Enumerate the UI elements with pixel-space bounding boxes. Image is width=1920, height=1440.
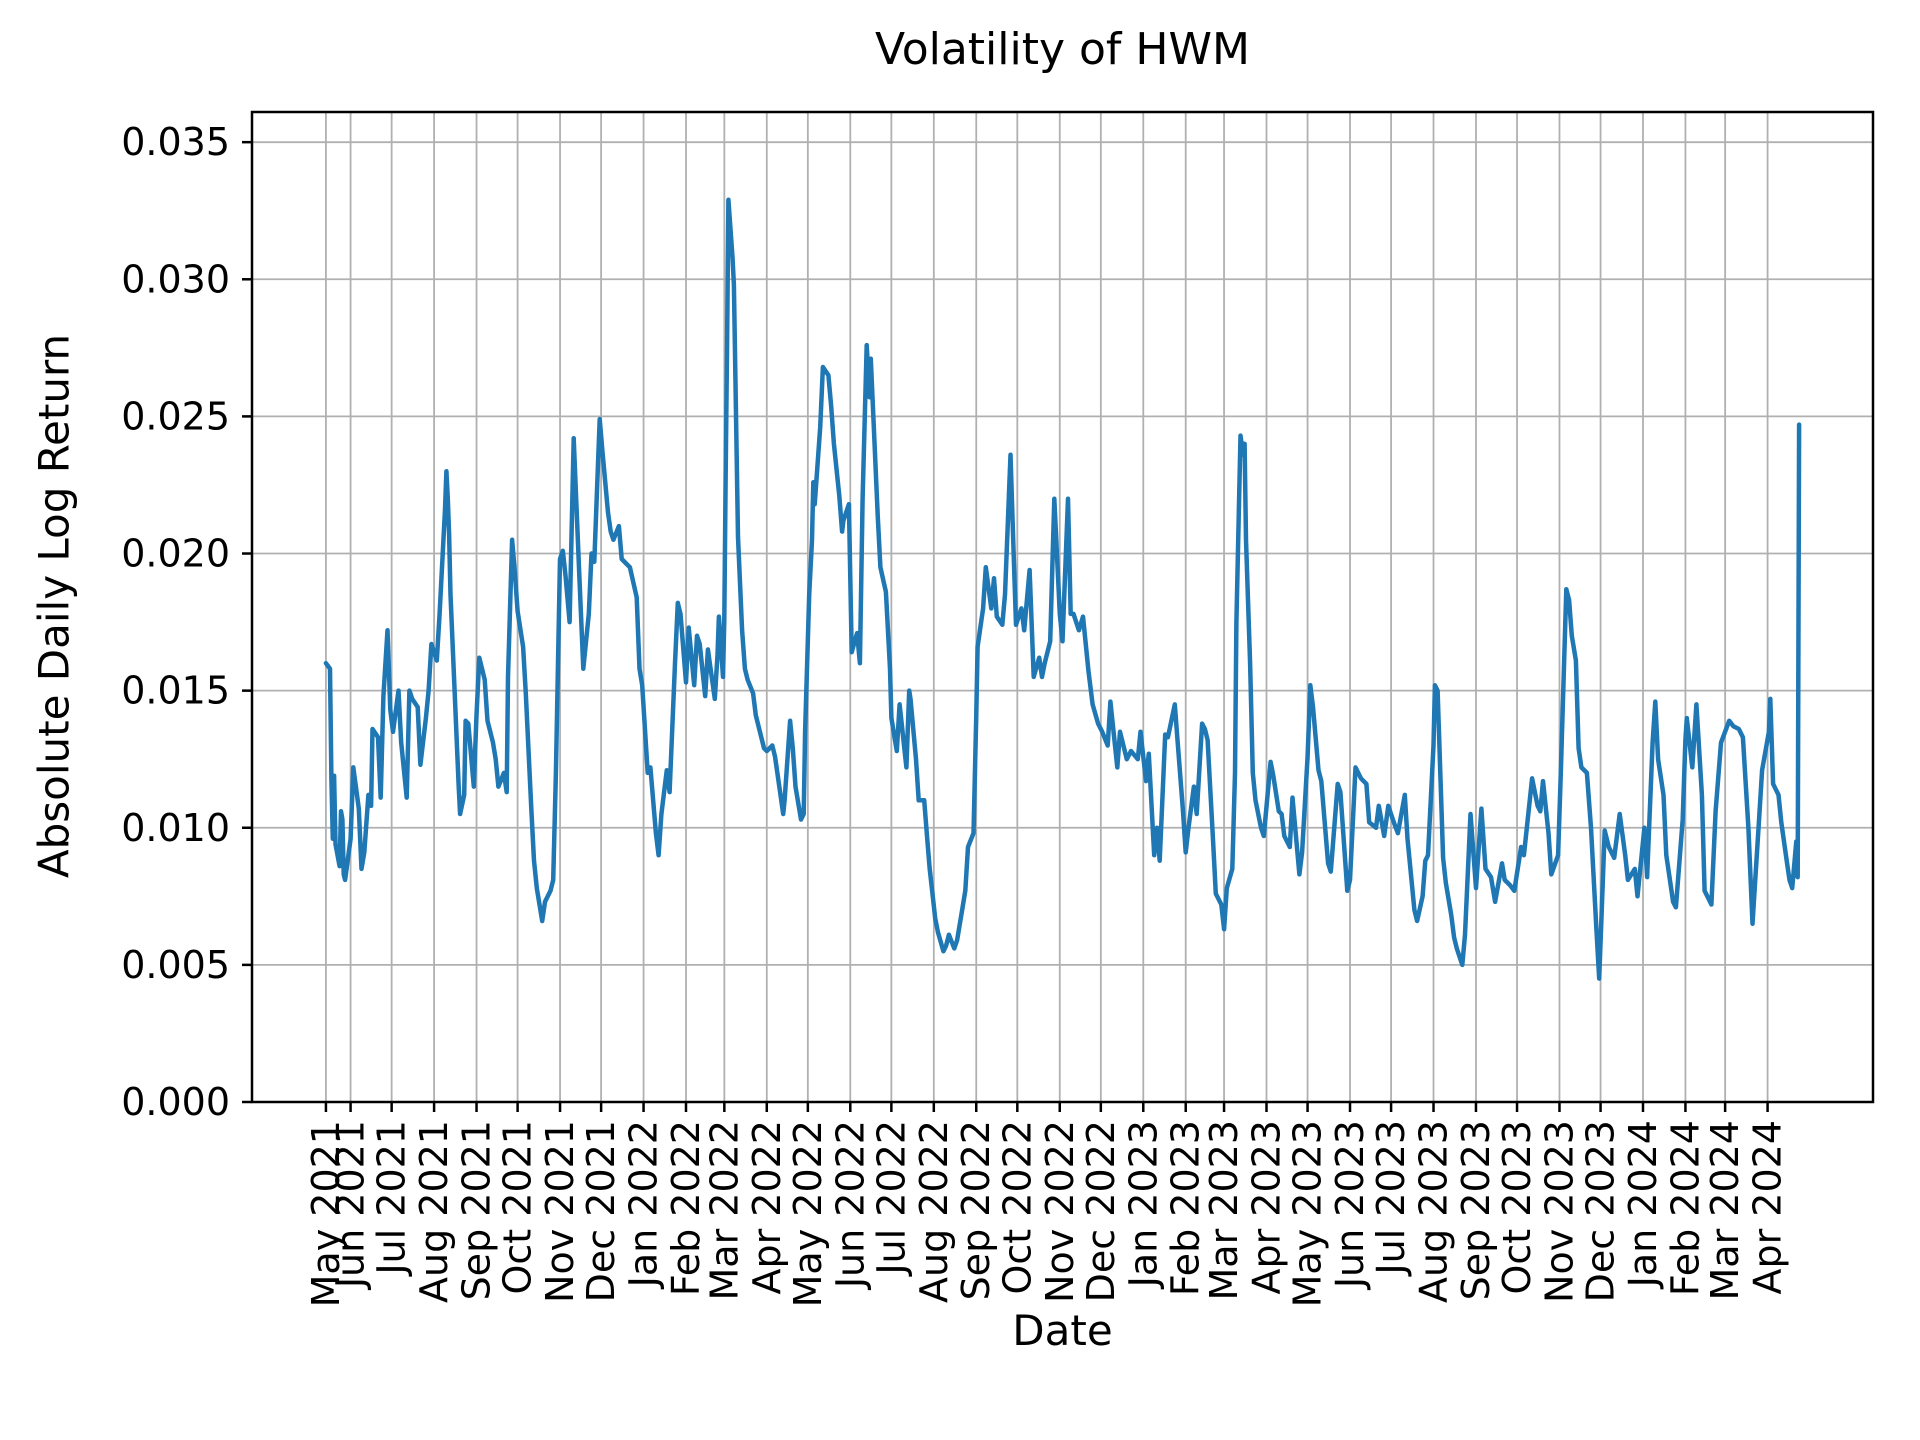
x-tick-label: Jan 2024: [1621, 1120, 1665, 1289]
y-tick-label: 0.000: [121, 1080, 230, 1124]
x-tick-label: Jul 2021: [370, 1120, 414, 1277]
x-tick-label: Mar 2023: [1202, 1120, 1246, 1300]
y-axis-label: Absolute Daily Log Return: [29, 333, 79, 879]
y-tick-label: 0.015: [121, 669, 230, 713]
x-tick-label: Apr 2022: [745, 1120, 789, 1295]
y-tick-label: 0.005: [121, 943, 230, 987]
x-tick-label: Feb 2024: [1663, 1120, 1707, 1296]
x-tick-label: Aug 2022: [912, 1120, 956, 1303]
x-tick-label: Feb 2022: [664, 1120, 708, 1296]
x-tick-label: May 2023: [1286, 1120, 1330, 1307]
y-tick-label: 0.035: [121, 120, 230, 164]
x-tick-label: May 2022: [786, 1120, 830, 1307]
x-tick-label: Nov 2022: [1038, 1120, 1082, 1303]
x-tick-label: Dec 2021: [579, 1120, 623, 1302]
x-tick-label: Aug 2021: [412, 1120, 456, 1303]
x-tick-label: Mar 2024: [1703, 1120, 1747, 1300]
x-tick-label: Oct 2021: [496, 1120, 540, 1295]
x-tick-label: Jun 2022: [828, 1120, 872, 1290]
x-tick-label: Jan 2023: [1121, 1120, 1165, 1289]
series-line: [323, 197, 1802, 981]
x-tick-label: Sep 2021: [455, 1120, 499, 1300]
x-tick-label: Sep 2023: [1454, 1120, 1498, 1300]
x-axis-label: Date: [1012, 1306, 1113, 1355]
y-tick-label: 0.025: [121, 394, 230, 438]
axes-spines: [250, 110, 1875, 1104]
x-tick-label: Mar 2022: [702, 1120, 746, 1300]
x-tick-label: Dec 2023: [1579, 1120, 1623, 1302]
x-tick-label: Apr 2023: [1244, 1120, 1288, 1295]
y-tick-label: 0.020: [121, 532, 230, 576]
chart-title: Volatility of HWM: [875, 24, 1250, 75]
x-tick-label: Jun 2023: [1328, 1120, 1372, 1290]
x-tick-label: Oct 2022: [995, 1120, 1039, 1295]
x-tick-label: May 2021: [304, 1120, 348, 1307]
x-tick-label: Nov 2021: [538, 1120, 582, 1303]
x-tick-label: Jul 2023: [1369, 1120, 1413, 1277]
x-tick-label: Jul 2022: [869, 1120, 913, 1277]
x-tick-label: Jun 2021: [329, 1120, 373, 1290]
x-tick-label: Jan 2022: [622, 1120, 666, 1289]
x-tick-label: Apr 2024: [1746, 1120, 1790, 1295]
x-tick-label: Aug 2023: [1412, 1120, 1456, 1303]
x-tick-label: Oct 2023: [1495, 1120, 1539, 1295]
x-tick-label: Feb 2023: [1164, 1120, 1208, 1296]
y-tick-label: 0.010: [121, 806, 230, 850]
x-tick-label: Dec 2022: [1079, 1120, 1123, 1302]
x-tick-label: Sep 2022: [954, 1120, 998, 1300]
y-tick-label: 0.030: [121, 257, 230, 301]
x-tick-label: Nov 2023: [1537, 1120, 1581, 1303]
